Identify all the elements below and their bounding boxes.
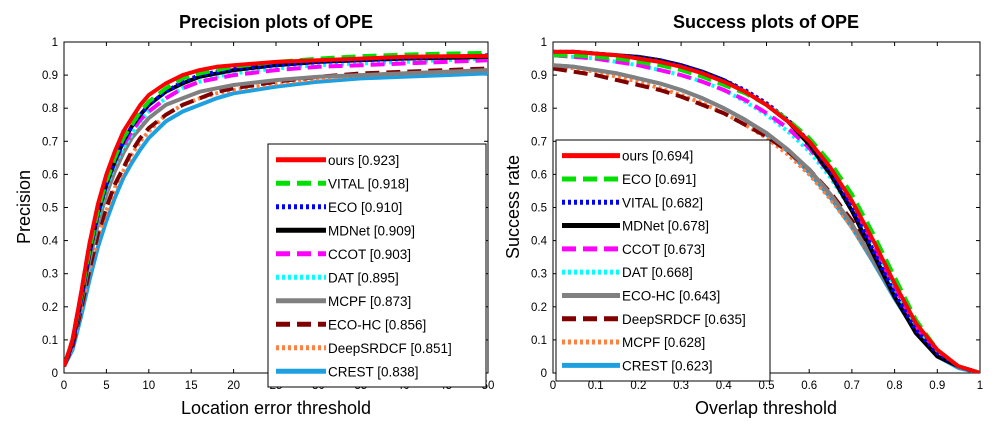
success-plot-ylabel: Success rate [503, 155, 523, 259]
y-tick-label: 1 [52, 37, 58, 49]
x-tick-label: 0 [61, 380, 67, 392]
y-tick-label: 0.7 [42, 136, 58, 148]
legend-label: CREST [0.623] [622, 358, 713, 373]
x-tick-label: 0.5 [759, 380, 775, 392]
x-tick-label: 5 [103, 380, 109, 392]
x-tick-label: 0.9 [929, 380, 945, 392]
x-tick-label: 15 [185, 380, 198, 392]
precision-plot-series [64, 50, 488, 368]
y-tick-label: 0.2 [531, 302, 547, 314]
x-tick-label: 20 [227, 380, 240, 392]
y-tick-label: 0.6 [42, 169, 58, 181]
y-tick-label: 0 [541, 368, 547, 380]
y-tick-label: 0.8 [531, 103, 547, 115]
y-tick-label: 0.1 [531, 335, 547, 347]
success-plot-ticks: 0 0.1 0.2 0.3 0.4 0.5 0.6 0.7 0.8 0.9 1 0 0.1 0.2 0.3 0… [531, 37, 983, 392]
y-tick-label: 0.4 [531, 236, 548, 248]
legend-label: VITAL [0.682] [622, 195, 703, 210]
success-plot: Success plots of OPE 0 0.1 0.2 0.3 0.4 0.5 0.6… [503, 12, 983, 418]
x-tick-label: 0.4 [716, 380, 733, 392]
success-plot-xlabel: Overlap threshold [695, 398, 837, 418]
x-tick-label: 0.3 [673, 380, 689, 392]
y-tick-label: 0.1 [42, 335, 58, 347]
legend-label: ECO-HC [0.643] [622, 288, 720, 303]
y-tick-label: 0.9 [42, 70, 58, 82]
y-tick-label: 0.3 [42, 269, 58, 281]
legend-label: ECO [0.691] [622, 172, 696, 187]
legend-label: ours [0.694] [622, 149, 693, 164]
precision-plot-xlabel: Location error threshold [181, 398, 371, 418]
y-tick-label: 0.2 [42, 302, 58, 314]
y-tick-label: 0.5 [531, 203, 547, 215]
series-line-dat [553, 53, 980, 373]
y-tick-label: 1 [541, 37, 547, 49]
precision-plot-title: Precision plots of OPE [179, 12, 373, 32]
x-tick-label: 0.2 [630, 380, 646, 392]
precision-plot: Precision plots of OPE 05101520253035404… [14, 12, 494, 418]
legend-label: DAT [0.895] [328, 270, 399, 285]
y-tick-label: 0.6 [531, 169, 547, 181]
legend-label: VITAL [0.918] [328, 176, 409, 191]
precision-plot-legend: ours [0.923] VITAL [0.918] ECO [0.910] MDNe… [267, 143, 487, 388]
series-line-ccot [64, 58, 488, 368]
legend-label: DeepSRDCF [0.635] [622, 312, 746, 327]
success-plot-series [553, 49, 980, 373]
precision-plot-ylabel: Precision [14, 170, 34, 244]
legend-label: MDNet [0.909] [328, 223, 415, 238]
legend-label: ECO [0.910] [328, 200, 402, 215]
y-tick-label: 0.7 [531, 136, 547, 148]
x-tick-label: 1 [977, 380, 983, 392]
y-tick-label: 0.5 [42, 203, 58, 215]
y-tick-label: 0 [52, 368, 58, 380]
legend-label: ours [0.923] [328, 153, 399, 168]
legend-label: ECO-HC [0.856] [328, 317, 426, 332]
x-tick-label: 0.8 [887, 380, 903, 392]
series-line-eco [64, 53, 488, 368]
x-tick-label: 10 [142, 380, 155, 392]
x-tick-label: 0 [550, 380, 556, 392]
legend-label: DAT [0.668] [622, 265, 693, 280]
legend-label: CCOT [0.903] [328, 247, 411, 262]
series-line-crest [64, 71, 488, 368]
series-line-ours [553, 49, 980, 373]
legend-label: CCOT [0.673] [622, 242, 705, 257]
series-line-deepsrdcf [553, 66, 980, 373]
success-plot-legend: ours [0.694] ECO [0.691] VITAL [0.682] MDNe… [555, 139, 771, 382]
x-tick-label: 0.6 [801, 380, 817, 392]
y-tick-label: 0.3 [531, 269, 547, 281]
x-tick-label: 0.1 [588, 380, 604, 392]
legend-label: MCPF [0.628] [622, 335, 705, 350]
series-line-eco-hc [64, 66, 488, 368]
x-tick-label: 0.7 [844, 380, 860, 392]
legend-label: CREST [0.838] [328, 364, 419, 379]
y-tick-label: 0.4 [42, 236, 59, 248]
series-line-ours [64, 53, 488, 368]
legend-label: MDNet [0.678] [622, 219, 709, 234]
y-tick-label: 0.8 [42, 103, 58, 115]
legend-label: DeepSRDCF [0.851] [328, 341, 452, 356]
y-tick-label: 0.9 [531, 70, 547, 82]
success-plot-title: Success plots of OPE [673, 12, 859, 32]
legend-label: MCPF [0.873] [328, 294, 411, 309]
